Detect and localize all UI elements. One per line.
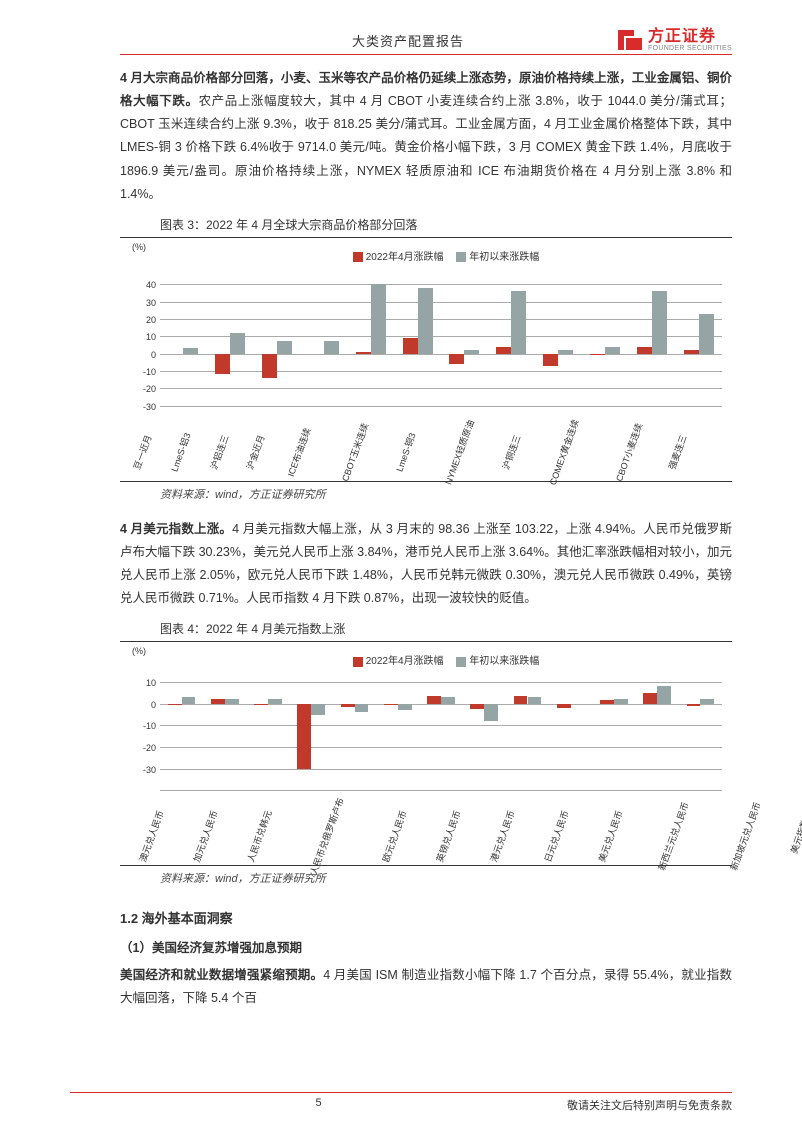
page-footer: 5 敬请关注文后特别声明与免责条款 [70,1092,732,1113]
disclaimer-text: 敬请关注文后特别声明与免责条款 [567,1097,732,1113]
section-1-2-1-heading: （1）美国经济复苏增强加息预期 [120,937,732,956]
logo-text-en: FOUNDER SECURITIES [648,45,732,52]
chart-3-plot: -30-20-10010203040 [160,267,722,407]
page-number: 5 [315,1097,321,1113]
chart-4-title: 图表 4：2022 年 4 月美元指数上涨 [120,616,732,642]
chart-3-title: 图表 3：2022 年 4 月全球大宗商品价格部分回落 [120,212,732,238]
company-logo: 方正证券 FOUNDER SECURITIES [616,28,732,52]
logo-text-cn: 方正证券 [648,29,732,45]
paragraph-commodities: 4 月大宗商品价格部分回落，小麦、玉米等农产品价格仍延续上涨态势，原油价格持续上… [120,67,732,206]
paragraph-us-economy: 美国经济和就业数据增强紧缩预期。4 月美国 ISM 制造业指数小幅下降 1.7 … [120,964,732,1010]
chart-4-xlabels: 澳元兑人民币加元兑人民币人民币兑韩元人民币兑俄罗斯卢布欧元兑人民币英镑兑人民币港… [160,795,722,865]
chart-3-legend: 2022年4月涨跌幅 年初以来涨跌幅 [160,248,722,263]
chart-3-xlabels: 豆一近月LmeS-铝3沪铝连三沪金近月ICE布油连续CBOT玉米连续LmeS-铜… [160,411,722,481]
chart-4-plot: -30-20-10010 [160,671,722,791]
chart-4: 图表 4：2022 年 4 月美元指数上涨 2022年4月涨跌幅 年初以来涨跌幅… [120,616,732,890]
chart-3-ylabel: (%) [132,242,146,252]
report-title: 大类资产配置报告 [120,31,616,50]
section-1-2-heading: 1.2 海外基本面洞察 [120,908,732,927]
chart-4-legend: 2022年4月涨跌幅 年初以来涨跌幅 [160,652,722,667]
chart-4-ylabel: (%) [132,646,146,656]
logo-icon [616,28,644,52]
paragraph-usd: 4 月美元指数上涨。4 月美元指数大幅上涨，从 3 月末的 98.36 上涨至 … [120,518,732,611]
chart-3: 图表 3：2022 年 4 月全球大宗商品价格部分回落 2022年4月涨跌幅 年… [120,212,732,506]
page-header: 大类资产配置报告 方正证券 FOUNDER SECURITIES [120,28,732,55]
